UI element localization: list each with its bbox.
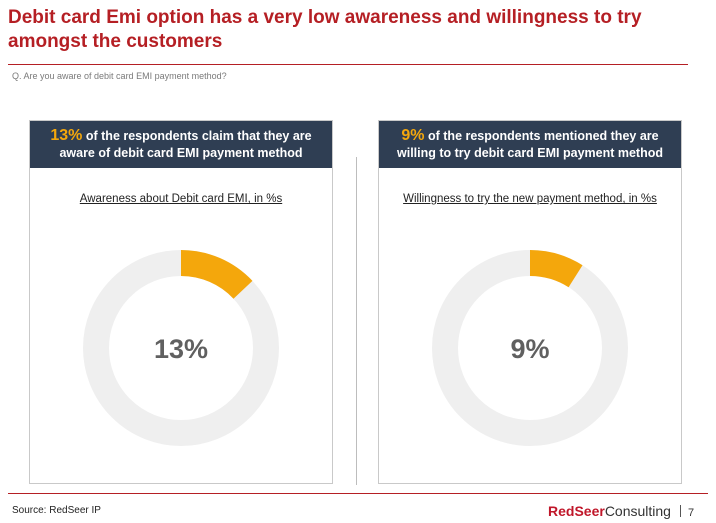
willingness-panel: 9% of the respondents mentioned they are… <box>378 120 682 484</box>
footer-divider <box>8 493 708 494</box>
donut-slice-aware <box>180 250 253 300</box>
awareness-highlight: 13% <box>50 127 83 144</box>
awareness-chart-title: Awareness about Debit card EMI, in %s <box>79 193 283 205</box>
willingness-donut-chart: 9% <box>432 250 628 446</box>
donut-center-label: 13% <box>154 334 208 364</box>
brand-separator <box>679 505 681 517</box>
donut-slice-willing <box>529 250 583 288</box>
panel-divider <box>356 157 357 485</box>
page-number: 7 <box>687 507 695 519</box>
awareness-header-text: of the respondents claim that they are a… <box>59 129 312 160</box>
donut-center-label: 9% <box>510 334 549 364</box>
awareness-header: 13% of the respondents claim that they a… <box>30 121 332 168</box>
willingness-highlight: 9% <box>401 127 425 144</box>
willingness-header-text: of the respondents mentioned they are wi… <box>397 129 663 160</box>
awareness-panel: 13% of the respondents claim that they a… <box>29 120 333 484</box>
willingness-header: 9% of the respondents mentioned they are… <box>379 121 681 168</box>
survey-question: Q. Are you aware of debit card EMI payme… <box>12 71 227 81</box>
title-divider <box>8 64 688 65</box>
brand-rest-text: Consulting <box>604 503 671 519</box>
brand-red-text: RedSeer <box>548 503 605 519</box>
awareness-donut-chart: 13% <box>83 250 279 446</box>
willingness-chart-title: Willingness to try the new payment metho… <box>403 193 657 205</box>
source-note: Source: RedSeer IP <box>12 505 101 516</box>
brand-logo: RedSeerConsulting 7 <box>548 503 694 519</box>
slide-title: Debit card Emi option has a very low awa… <box>8 7 642 52</box>
